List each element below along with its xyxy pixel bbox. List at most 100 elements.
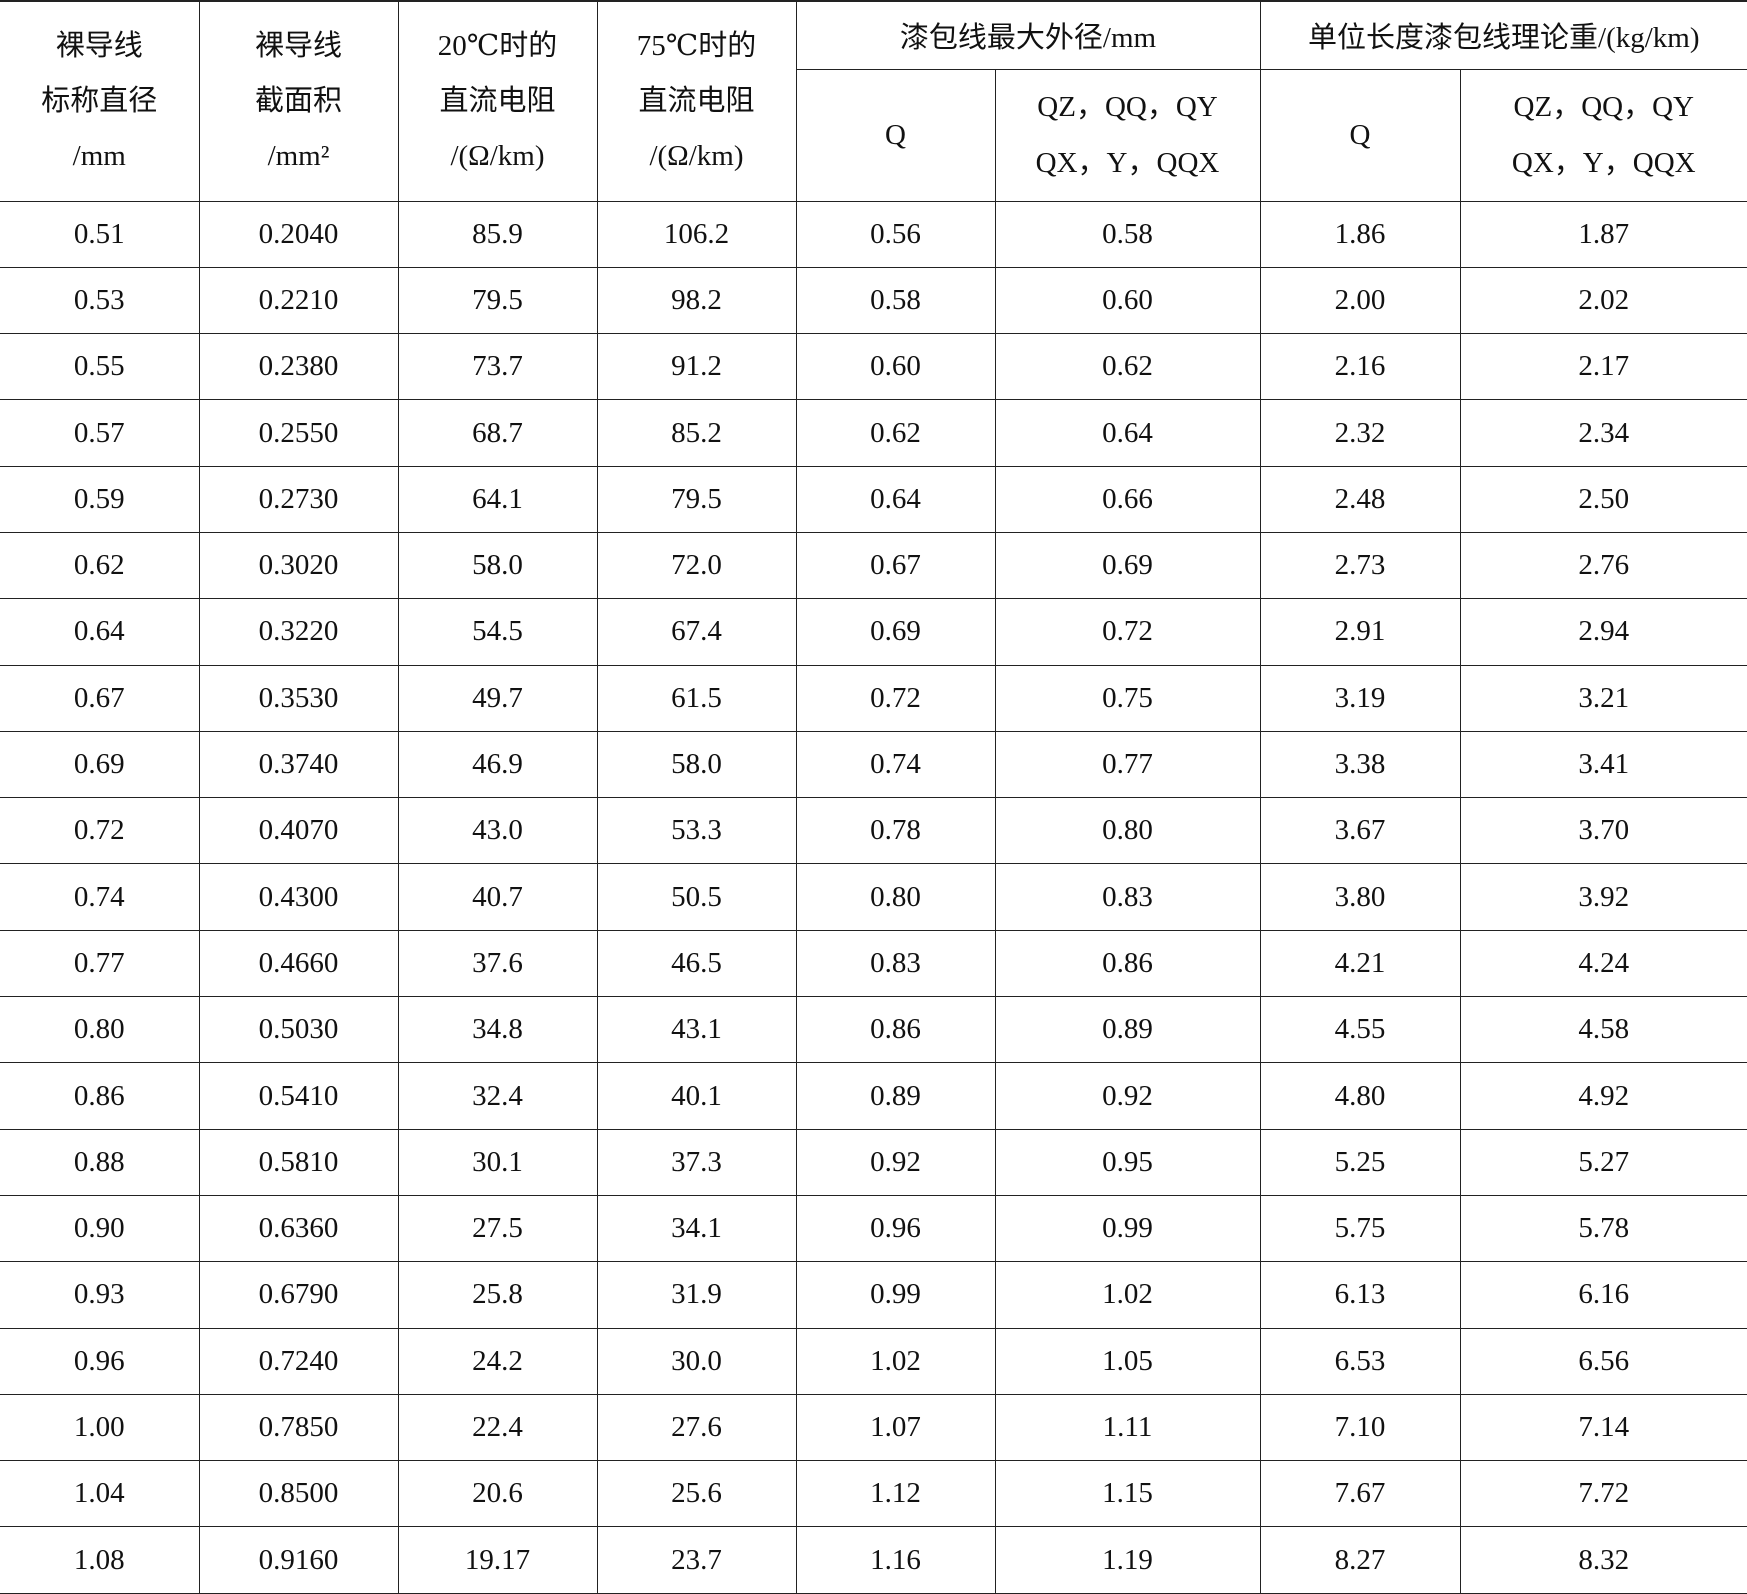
table-cell: 46.5 (596, 929, 797, 998)
table-cell: 0.96 (795, 1194, 996, 1263)
table-cell: 0.96 (0, 1327, 200, 1395)
table-cell: 6.16 (1459, 1261, 1747, 1329)
table-cell: 2.76 (1459, 531, 1747, 600)
table-row: 1.00 0.7850 22.4 27.6 1.07 1.11 7.10 7.14 (0, 1393, 1747, 1462)
table-cell: 0.4300 (198, 863, 399, 931)
table-cell: 0.86 (0, 1062, 200, 1130)
table-cell: 5.27 (1459, 1128, 1747, 1196)
table-row: 0.72 0.4070 43.0 53.3 0.78 0.80 3.67 3.70 (0, 797, 1747, 865)
header-line: /mm² (267, 139, 330, 172)
table-cell: 3.67 (1259, 797, 1461, 865)
table-row: 0.80 0.5030 34.8 43.1 0.86 0.89 4.55 4.58 (0, 996, 1747, 1064)
table-cell: 0.2730 (198, 465, 399, 533)
table-cell: 40.1 (596, 1062, 797, 1130)
table-row: 0.67 0.3530 49.7 61.5 0.72 0.75 3.19 3.21 (0, 664, 1747, 732)
header-row: 裸导线 标称直径/mm 裸导线 截面积/mm² 20℃时的 直流电阻/(Ω/km) 75℃时… (0, 0, 1747, 202)
table-cell: 0.90 (0, 1194, 200, 1263)
table-cell: 0.7240 (198, 1327, 399, 1395)
table-cell: 4.58 (1459, 996, 1747, 1064)
table-cell: 0.2040 (198, 200, 399, 268)
table-cell: 0.80 (795, 863, 996, 931)
table-cell: 106.2 (596, 200, 797, 268)
table-row: 0.90 0.6360 27.5 34.1 0.96 0.99 5.75 5.78 (0, 1194, 1747, 1263)
table-cell: 58.0 (596, 730, 797, 799)
table-cell: 34.1 (596, 1194, 797, 1263)
table-cell: 0.69 (0, 730, 200, 799)
table-cell: 91.2 (596, 333, 797, 401)
header-line: Q (1349, 119, 1371, 151)
table-cell: 3.70 (1459, 797, 1747, 865)
subheader-cell: QZ，QQ，QY QX，Y，QQX (994, 68, 1261, 202)
table-cell: 0.66 (994, 465, 1261, 533)
table-cell: 23.7 (596, 1526, 797, 1594)
table-cell: 0.58 (994, 200, 1261, 268)
header-line: QX，Y，QQX (1035, 147, 1220, 179)
table-cell: 0.62 (795, 399, 996, 467)
table-cell: 0.7850 (198, 1393, 399, 1462)
header-line: 截面积 (254, 84, 342, 117)
table-cell: 0.2380 (198, 333, 399, 401)
table-cell: 0.80 (0, 996, 200, 1064)
table-cell: 43.1 (596, 996, 797, 1064)
header-line: /(Ω/km) (450, 139, 545, 172)
table-cell: 1.11 (994, 1393, 1261, 1462)
group-title: 漆包线最大外径/mm (899, 22, 1157, 55)
table-row: 0.51 0.2040 85.9 106.2 0.56 0.58 1.86 1.87 (0, 200, 1747, 268)
table-cell: 64.1 (397, 465, 598, 533)
subheader-cell: Q (796, 68, 996, 202)
table-row: 0.77 0.4660 37.6 46.5 0.83 0.86 4.21 4.24 (0, 929, 1747, 998)
table-cell: 4.21 (1259, 929, 1461, 998)
table-cell: 1.86 (1259, 200, 1461, 268)
table-cell: 72.0 (596, 531, 797, 600)
header-line: QZ，QQ，QY (1513, 91, 1694, 123)
table-cell: 3.21 (1459, 664, 1747, 732)
table-cell: 3.41 (1459, 730, 1747, 799)
table-cell: 0.53 (0, 266, 200, 335)
table-cell: 4.80 (1259, 1062, 1461, 1130)
table-cell: 6.56 (1459, 1327, 1747, 1395)
table-cell: 19.17 (397, 1526, 598, 1594)
table-cell: 0.83 (795, 929, 996, 998)
table-cell: 0.86 (994, 929, 1261, 998)
table-cell: 2.32 (1259, 399, 1461, 467)
table-cell: 0.74 (0, 863, 200, 931)
table-cell: 0.3740 (198, 730, 399, 799)
table-cell: 4.55 (1259, 996, 1461, 1064)
table-cell: 0.77 (0, 929, 200, 998)
table-cell: 2.73 (1259, 531, 1461, 600)
group-header-cell: 漆包线最大外径/mm (795, 0, 1261, 70)
table-cell: 0.89 (994, 996, 1261, 1064)
table-cell: 0.57 (0, 399, 200, 467)
table-cell: 0.92 (994, 1062, 1261, 1130)
table-cell: 1.04 (0, 1460, 200, 1528)
table-cell: 20.6 (397, 1460, 598, 1528)
table-cell: 2.17 (1459, 333, 1747, 401)
table-cell: 32.4 (397, 1062, 598, 1130)
table-cell: 2.34 (1459, 399, 1747, 467)
table-cell: 6.53 (1259, 1327, 1461, 1395)
header-line: 标称直径 (41, 84, 158, 117)
table-cell: 1.87 (1459, 200, 1747, 268)
table-cell: 0.9160 (198, 1526, 399, 1594)
table-cell: 79.5 (596, 465, 797, 533)
table-cell: 0.74 (795, 730, 996, 799)
table-cell: 2.48 (1259, 465, 1461, 533)
table-cell: 46.9 (397, 730, 598, 799)
table-cell: 0.64 (0, 598, 200, 666)
table-cell: 0.75 (994, 664, 1261, 732)
table-cell: 7.67 (1259, 1460, 1461, 1528)
table-cell: 5.75 (1259, 1194, 1461, 1263)
table-cell: 0.64 (795, 465, 996, 533)
table-cell: 0.5810 (198, 1128, 399, 1196)
table-cell: 1.08 (0, 1526, 200, 1594)
table-cell: 0.92 (795, 1128, 996, 1196)
table-cell: 31.9 (596, 1261, 797, 1329)
table-cell: 85.9 (397, 200, 598, 268)
table-cell: 0.58 (795, 266, 996, 335)
header-line: 裸导线 (254, 29, 342, 62)
table-cell: 0.5030 (198, 996, 399, 1064)
table-cell: 3.80 (1259, 863, 1461, 931)
table-cell: 30.1 (397, 1128, 598, 1196)
table-cell: 0.6360 (198, 1194, 399, 1263)
